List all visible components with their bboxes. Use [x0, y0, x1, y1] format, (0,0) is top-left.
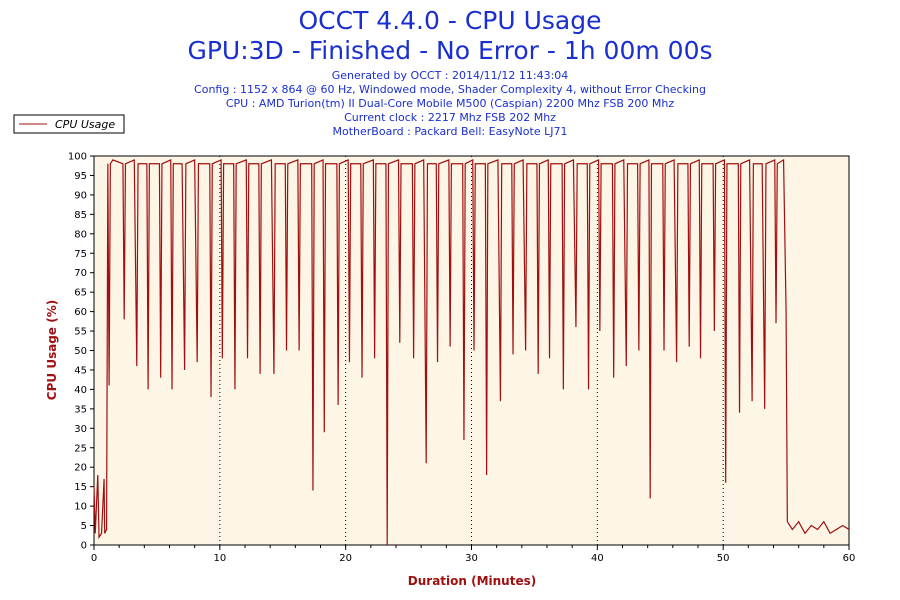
y-tick-label: 65	[74, 288, 87, 299]
y-tick-label: 35	[74, 404, 87, 415]
y-tick-label: 95	[74, 171, 87, 182]
y-tick-label: 30	[74, 424, 87, 435]
y-tick-label: 100	[68, 152, 87, 163]
y-tick-label: 25	[74, 443, 87, 454]
y-tick-label: 60	[74, 307, 87, 318]
series-layer	[93, 158, 850, 546]
y-tick-label: 85	[74, 210, 87, 221]
x-tick-label: 40	[591, 553, 604, 564]
info-cpu: CPU : AMD Turion(tm) II Dual-Core Mobile…	[225, 97, 675, 110]
info-config: Config : 1152 x 864 @ 60 Hz, Windowed mo…	[194, 83, 706, 96]
legend-label: CPU Usage	[55, 118, 115, 131]
y-tick-label: 45	[74, 365, 87, 376]
y-tick-label: 20	[74, 463, 87, 474]
y-tick-label: 40	[74, 385, 87, 396]
y-tick-label: 0	[81, 541, 87, 552]
y-tick-label: 80	[74, 229, 87, 240]
x-axis-ticks: 0 10 20 30 40 50 60	[91, 545, 856, 564]
legend: CPU Usage	[13, 114, 125, 134]
gridlines	[219, 156, 724, 545]
y-axis-ticks: 0 5 10 15 20 25 30 35 40 45 50 55 60 65 70 75 80 85 90 95 10…	[68, 152, 94, 552]
legend-box	[13, 114, 125, 134]
x-tick-label: 10	[213, 553, 226, 564]
x-tick-label: 50	[717, 553, 730, 564]
info-generated: Generated by OCCT : 2014/11/12 11:43:04	[331, 69, 569, 82]
y-tick-label: 70	[74, 268, 87, 279]
x-tick-label: 30	[465, 553, 478, 564]
chart-title: OCCT 4.4.0 - CPU Usage	[298, 6, 602, 35]
chart-subtitle: GPU:3D - Finished - No Error - 1h 00m 00…	[187, 36, 713, 65]
y-tick-label: 15	[74, 482, 87, 493]
y-tick-label: 90	[74, 190, 87, 201]
y-tick-label: 75	[74, 249, 87, 260]
x-tick-label: 60	[843, 553, 856, 564]
y-tick-label: 50	[74, 346, 87, 357]
y-tick-label: 5	[81, 521, 87, 532]
y-axis-label: CPU Usage (%)	[45, 300, 59, 400]
series-line-cpu-usage	[93, 158, 850, 546]
y-tick-label: 10	[74, 502, 87, 513]
info-clock: Current clock : 2217 Mhz FSB 202 Mhz	[344, 111, 556, 124]
x-tick-label: 20	[339, 553, 352, 564]
x-axis-label: Duration (Minutes)	[408, 574, 536, 588]
info-motherboard: MotherBoard : Packard Bell: EasyNote LJ7…	[332, 125, 568, 138]
x-tick-label: 0	[91, 553, 97, 564]
y-tick-label: 55	[74, 327, 87, 338]
plot-area	[93, 155, 850, 546]
